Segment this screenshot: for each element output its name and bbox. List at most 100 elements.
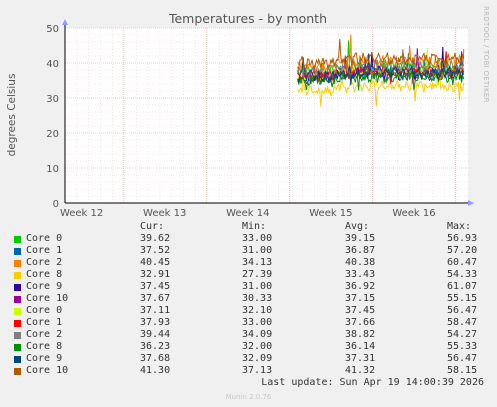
legend-swatch (14, 320, 21, 327)
legend-value-cur: 37.52 (140, 245, 171, 256)
legend-row: Core 0 37.11 32.10 37.45 56.47 (0, 305, 497, 317)
legend-header-row: Cur: Min: Avg: Max: (0, 221, 497, 233)
legend-row: Core 9 37.45 31.00 36.92 61.07 (0, 281, 497, 293)
legend-value-max: 60.47 (447, 257, 478, 268)
legend-value-min: 37.13 (242, 365, 273, 376)
legend-value-max: 56.93 (447, 233, 478, 244)
last-update-text: Last update: Sun Apr 19 14:00:39 2026 (261, 377, 484, 388)
legend-value-avg: 39.15 (345, 233, 376, 244)
legend-swatch (14, 332, 21, 339)
legend-value-min: 33.00 (242, 317, 273, 328)
legend-row: Core 8 32.91 27.39 33.43 54.33 (0, 269, 497, 281)
legend-swatch (14, 272, 21, 279)
legend-value-min: 33.00 (242, 233, 273, 244)
legend-value-min: 31.00 (242, 281, 273, 292)
legend-value-avg: 37.31 (345, 353, 376, 364)
rrdtool-watermark: RRDTOOL / TOBI OETIKER (482, 6, 490, 103)
legend-value-min: 31.00 (242, 245, 273, 256)
x-tick-label: Week 15 (309, 208, 352, 219)
legend-row: Core 1 37.93 33.00 37.66 58.47 (0, 317, 497, 329)
x-axis-arrow (468, 200, 474, 206)
legend-value-cur: 37.93 (140, 317, 171, 328)
series-line (297, 53, 465, 86)
legend-series-name: Core 2 (26, 329, 63, 340)
series-line (297, 38, 465, 70)
legend-swatch (14, 296, 21, 303)
legend-value-max: 54.33 (447, 269, 478, 280)
y-axis-ticks: 0 10 20 30 40 50 (46, 24, 59, 210)
legend-swatch (14, 248, 21, 255)
legend-value-min: 32.00 (242, 341, 273, 352)
legend-row: Core 0 39.62 33.00 39.15 56.93 (0, 233, 497, 245)
legend-value-avg: 38.82 (345, 329, 376, 340)
legend-series-name: Core 1 (26, 245, 63, 256)
series-lines (297, 34, 465, 107)
legend-value-min: 27.39 (242, 269, 273, 280)
legend-value-max: 55.15 (447, 293, 478, 304)
x-tick-label: Week 16 (392, 208, 435, 219)
legend-value-max: 56.47 (447, 353, 478, 364)
legend-value-cur: 39.44 (140, 329, 171, 340)
legend-series-name: Core 0 (26, 233, 63, 244)
legend-header-cur: Cur: (140, 221, 165, 232)
chart-title: Temperatures - by month (168, 11, 327, 26)
legend-value-cur: 37.11 (140, 305, 171, 316)
legend-row: Core 10 41.30 37.13 41.32 58.15 (0, 365, 497, 377)
legend-value-cur: 37.68 (140, 353, 171, 364)
legend-row: Core 8 36.23 32.00 36.14 55.33 (0, 341, 497, 353)
legend-series-name: Core 1 (26, 317, 63, 328)
y-axis-arrow (62, 19, 68, 25)
legend-series-name: Core 0 (26, 305, 63, 316)
x-tick-label: Week 13 (143, 208, 186, 219)
y-tick-label: 0 (53, 199, 59, 210)
legend-value-avg: 33.43 (345, 269, 376, 280)
legend-series-name: Core 2 (26, 257, 63, 268)
legend-value-cur: 32.91 (140, 269, 171, 280)
legend-table: Cur: Min: Avg: Max: Core 0 39.62 33.00 39.1… (0, 221, 497, 381)
y-tick-label: 50 (46, 24, 59, 35)
legend-value-cur: 41.30 (140, 365, 171, 376)
legend-value-cur: 37.67 (140, 293, 171, 304)
legend-swatch (14, 356, 21, 363)
legend-series-name: Core 9 (26, 281, 63, 292)
legend-swatch (14, 308, 21, 315)
legend-value-avg: 37.15 (345, 293, 376, 304)
legend-header-max: Max: (447, 221, 472, 232)
legend-value-avg: 37.66 (345, 317, 376, 328)
y-axis-label: degrees Celsius (6, 74, 18, 157)
legend-swatch (14, 368, 21, 375)
legend-header-min: Min: (242, 221, 267, 232)
grid-lines (65, 27, 468, 203)
legend-row: Core 2 39.44 34.09 38.82 54.27 (0, 329, 497, 341)
legend-row: Core 10 37.67 30.33 37.15 55.15 (0, 293, 497, 305)
x-axis-ticks: Week 12 Week 13 Week 14 Week 15 Week 16 (60, 208, 436, 219)
legend-series-name: Core 8 (26, 341, 63, 352)
legend-series-name: Core 9 (26, 353, 63, 364)
legend-value-min: 32.10 (242, 305, 273, 316)
legend-value-min: 34.13 (242, 257, 273, 268)
legend-value-cur: 40.45 (140, 257, 171, 268)
legend-row: Core 9 37.68 32.09 37.31 56.47 (0, 353, 497, 365)
legend-value-max: 56.47 (447, 305, 478, 316)
y-tick-label: 10 (46, 164, 59, 175)
legend-value-max: 57.20 (447, 245, 478, 256)
legend-value-cur: 39.62 (140, 233, 171, 244)
series-line (297, 68, 465, 91)
x-tick-label: Week 12 (60, 208, 103, 219)
legend-value-cur: 37.45 (140, 281, 171, 292)
legend-value-min: 30.33 (242, 293, 273, 304)
y-tick-label: 40 (46, 59, 59, 70)
legend-series-name: Core 10 (26, 293, 69, 304)
legend-swatch (14, 236, 21, 243)
y-tick-label: 30 (46, 94, 59, 105)
legend-value-min: 32.09 (242, 353, 273, 364)
legend-row: Core 2 40.45 34.13 40.38 60.47 (0, 257, 497, 269)
y-tick-label: 20 (46, 129, 59, 140)
legend-value-avg: 37.45 (345, 305, 376, 316)
legend-series-name: Core 8 (26, 269, 63, 280)
series-line (297, 59, 465, 107)
legend-header-avg: Avg: (345, 221, 370, 232)
legend-value-avg: 41.32 (345, 365, 376, 376)
legend-value-avg: 40.38 (345, 257, 376, 268)
